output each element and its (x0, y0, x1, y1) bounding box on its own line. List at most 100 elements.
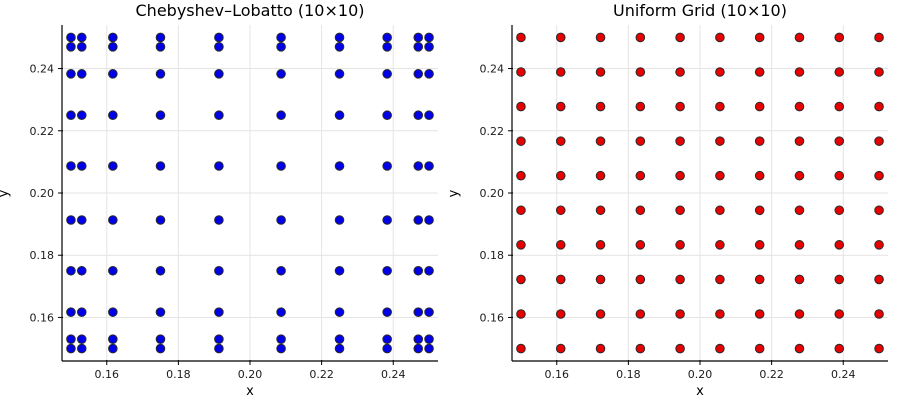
scatter-point (108, 215, 118, 225)
scatter-point (794, 170, 805, 181)
y-tick-label: 0.16 (480, 311, 505, 324)
scatter-point (555, 240, 566, 250)
y-tick-label: 0.18 (480, 249, 505, 262)
scatter-point (413, 343, 424, 354)
scatter-point (516, 170, 526, 181)
scatter-point (555, 343, 566, 354)
x-tick-label: 0.22 (309, 368, 334, 381)
scatter-point (754, 170, 765, 181)
scatter-point (754, 274, 765, 285)
scatter-point (874, 343, 884, 354)
scatter-point (424, 343, 434, 354)
scatter-point (595, 136, 606, 146)
scatter-point (595, 309, 606, 319)
scatter-point (155, 32, 166, 43)
scatter-point (834, 343, 845, 354)
scatter-point (794, 240, 805, 250)
y-tick-label: 0.24 (30, 63, 55, 76)
scatter-point (276, 161, 286, 171)
scatter-point (794, 343, 805, 354)
scatter-point (675, 205, 685, 216)
scatter-point (424, 307, 434, 317)
scatter-point (834, 101, 845, 112)
scatter-point (675, 274, 685, 285)
scatter-point (754, 343, 765, 354)
scatter-point (382, 343, 392, 354)
scatter-point (155, 265, 166, 276)
scatter-point (834, 309, 845, 319)
scatter-point (66, 161, 76, 171)
scatter-point (155, 42, 166, 52)
scatter-point (595, 32, 606, 43)
scatter-point (413, 69, 424, 79)
scatter-point (424, 161, 434, 171)
y-tick-label: 0.18 (30, 249, 55, 262)
x-axis-label: x (696, 384, 704, 399)
scatter-point (754, 309, 765, 319)
scatter-point (555, 170, 566, 181)
scatter-point (66, 69, 76, 79)
scatter-point (214, 32, 224, 43)
scatter-point (595, 274, 606, 285)
scatter-point (794, 101, 805, 112)
scatter-point (334, 334, 345, 344)
scatter-point (155, 215, 166, 225)
scatter-point (214, 307, 224, 317)
x-tick-label: 0.18 (166, 368, 191, 381)
scatter-point (874, 67, 884, 77)
scatter-point (413, 307, 424, 317)
scatter-point (675, 240, 685, 250)
scatter-point (595, 170, 606, 181)
scatter-point (715, 205, 725, 216)
scatter-point (794, 67, 805, 77)
scatter-point (424, 69, 434, 79)
scatter-point (516, 240, 526, 250)
scatter-point (66, 265, 76, 276)
scatter-point (76, 42, 87, 52)
scatter-point (334, 42, 345, 52)
scatter-point (76, 265, 87, 276)
scatter-point (334, 161, 345, 171)
scatter-point (516, 67, 526, 77)
plot-title: Uniform Grid (10×10) (613, 1, 787, 20)
scatter-point (874, 101, 884, 112)
chebyshev-scatter-chart: 0.16 0.18 0.20 0.22 0.24 0.16 0.18 0.20 0.22 0.24 (30, 25, 438, 381)
scatter-point (382, 215, 392, 225)
scatter-point (108, 42, 118, 52)
scatter-point (66, 334, 76, 344)
scatter-point (334, 32, 345, 43)
scatter-point (76, 161, 87, 171)
scatter-point (595, 240, 606, 250)
scatter-point (715, 240, 725, 250)
scatter-point (382, 32, 392, 43)
scatter-point (715, 170, 725, 181)
scatter-point (108, 110, 118, 121)
scatter-point (794, 205, 805, 216)
scatter-point (413, 265, 424, 276)
scatter-point (424, 32, 434, 43)
scatter-point (516, 32, 526, 43)
y-tick-label: 0.20 (30, 187, 55, 200)
scatter-point (834, 67, 845, 77)
scatter-point (595, 101, 606, 112)
x-tick-label: 0.16 (545, 368, 570, 381)
scatter-point (794, 136, 805, 146)
scatter-point (155, 110, 166, 121)
scatter-point (66, 215, 76, 225)
scatter-point (675, 343, 685, 354)
scatter-point (715, 32, 725, 43)
chebyshev-lobatto-plot: Chebyshev–Lobatto (10×10) y 0.160.180.20… (0, 1, 438, 399)
scatter-point (334, 215, 345, 225)
scatter-point (754, 32, 765, 43)
scatter-point (276, 215, 286, 225)
scatter-point (76, 307, 87, 317)
scatter-point (276, 69, 286, 79)
scatter-point (675, 67, 685, 77)
scatter-point (595, 343, 606, 354)
scatter-point (635, 205, 646, 216)
scatter-point (413, 334, 424, 344)
scatter-point (874, 170, 884, 181)
scatter-point (715, 101, 725, 112)
scatter-point (276, 32, 286, 43)
scatter-point (76, 69, 87, 79)
